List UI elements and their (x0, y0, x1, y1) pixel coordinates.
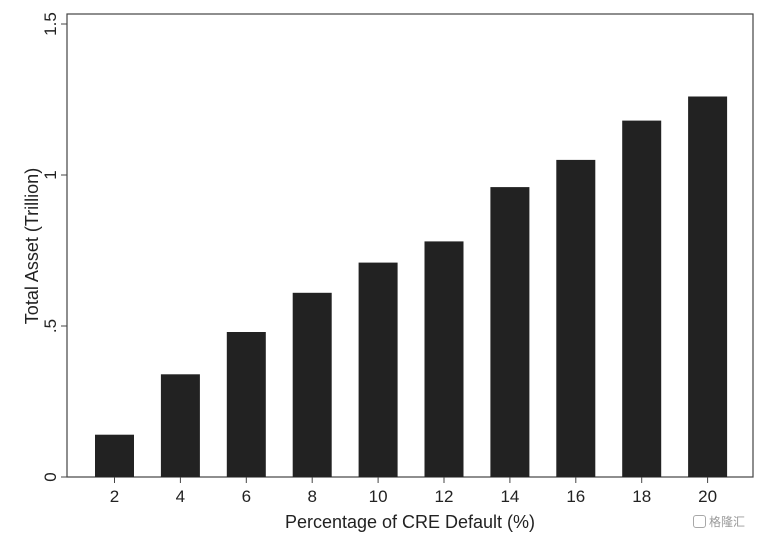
bar-20 (688, 96, 728, 477)
y-tick-label-0: 0 (41, 472, 60, 481)
x-tick-label-18: 18 (632, 487, 651, 506)
y-ticks-group: 0 .5 1 1.5 (41, 12, 67, 482)
watermark: 格隆汇 (693, 513, 745, 530)
watermark-logo-icon (693, 515, 706, 528)
plot-frame (66, 13, 754, 478)
x-tick-label-2: 2 (110, 487, 119, 506)
x-tick-label-16: 16 (566, 487, 585, 506)
x-axis-title: Percentage of CRE Default (%) (285, 512, 535, 532)
bar-10 (358, 262, 398, 477)
x-tick-label-14: 14 (500, 487, 519, 506)
bar-18 (622, 120, 662, 477)
x-ticks-group: 2 4 6 8 10 12 14 16 18 20 (110, 477, 717, 506)
y-axis-title: Total Asset (Trillion) (22, 168, 42, 324)
bars-group (95, 96, 728, 477)
x-tick-label-6: 6 (242, 487, 251, 506)
bar-6 (226, 332, 266, 477)
bar-8 (292, 292, 332, 477)
bar-12 (424, 241, 464, 477)
bar-16 (556, 159, 596, 477)
x-tick-label-4: 4 (176, 487, 185, 506)
x-tick-label-8: 8 (307, 487, 316, 506)
y-tick-label-3: 1.5 (41, 12, 60, 36)
y-tick-label-1: .5 (41, 319, 60, 333)
y-tick-label-2: 1 (41, 170, 60, 179)
x-tick-label-12: 12 (435, 487, 454, 506)
bar-2 (95, 434, 134, 477)
bar-4 (160, 374, 200, 477)
bar-14 (490, 187, 530, 477)
x-tick-label-20: 20 (698, 487, 717, 506)
x-tick-label-10: 10 (369, 487, 388, 506)
watermark-text: 格隆汇 (709, 515, 746, 529)
